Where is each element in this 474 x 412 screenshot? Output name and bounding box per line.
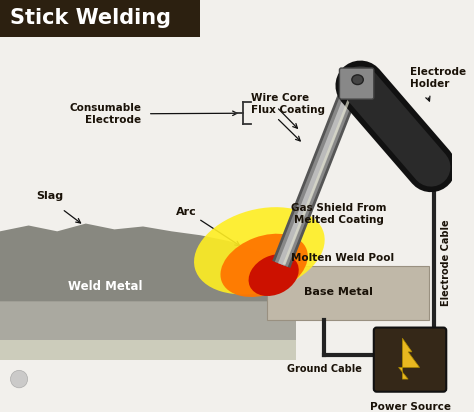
- Text: Electrode
Holder: Electrode Holder: [410, 67, 466, 89]
- Text: Power Source: Power Source: [370, 403, 450, 412]
- FancyBboxPatch shape: [374, 328, 446, 392]
- Text: Wire Core
Flux Coating: Wire Core Flux Coating: [251, 93, 325, 115]
- Text: Stick Welding: Stick Welding: [9, 9, 171, 28]
- Polygon shape: [0, 301, 296, 340]
- Text: Ground Cable: Ground Cable: [287, 365, 362, 375]
- Text: Arc: Arc: [176, 207, 197, 217]
- Polygon shape: [399, 338, 419, 379]
- Ellipse shape: [248, 254, 299, 296]
- Ellipse shape: [10, 370, 27, 388]
- Text: Electrode Cable: Electrode Cable: [441, 219, 451, 306]
- Text: Base Metal: Base Metal: [304, 287, 373, 297]
- Bar: [0, 0, 200, 37]
- Text: Slag: Slag: [36, 191, 64, 201]
- Text: Consumable
Electrode: Consumable Electrode: [69, 103, 141, 124]
- FancyBboxPatch shape: [339, 68, 374, 99]
- Bar: [267, 266, 429, 320]
- Text: Weld Metal: Weld Metal: [68, 280, 142, 293]
- Ellipse shape: [194, 207, 325, 295]
- Polygon shape: [0, 340, 296, 360]
- Ellipse shape: [352, 75, 363, 84]
- Text: Gas Shield From
Melted Coating: Gas Shield From Melted Coating: [291, 203, 386, 225]
- Polygon shape: [0, 224, 296, 301]
- Text: Molten Weld Pool: Molten Weld Pool: [291, 253, 394, 262]
- Ellipse shape: [220, 234, 308, 297]
